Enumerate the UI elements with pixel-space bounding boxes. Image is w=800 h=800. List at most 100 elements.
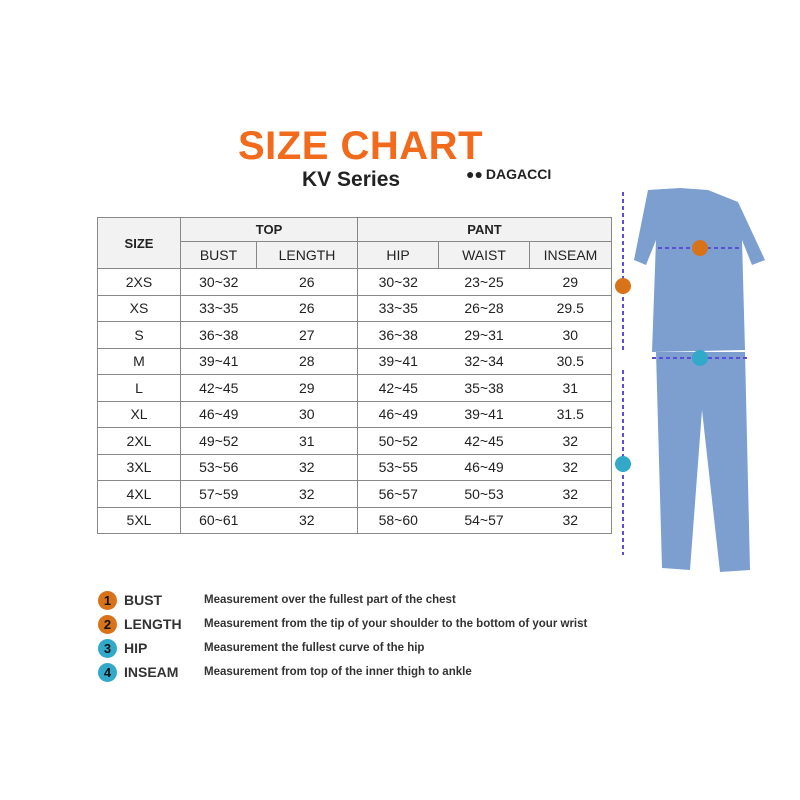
size-header: SIZE: [97, 217, 181, 269]
table-cell: 32: [256, 506, 358, 534]
scrubs-top-shape: [634, 188, 765, 352]
brand-logo-icon: ●●: [466, 166, 483, 182]
table-row: 2XL 49~52 31 50~52 42~45 32: [97, 427, 612, 455]
table-cell: 23~25: [438, 268, 530, 296]
table-cell: 46~49: [180, 400, 257, 428]
table-cell: 33~35: [357, 294, 439, 322]
page-title: SIZE CHART: [238, 124, 483, 168]
number-badge-icon: 1: [98, 590, 117, 610]
table-cell: 26: [256, 268, 358, 296]
marker-2-icon: [615, 278, 631, 294]
legend-description: Measurement over the fullest part of the…: [204, 594, 456, 606]
table-cell: 36~38: [180, 321, 257, 349]
table-cell: 60~61: [180, 506, 257, 534]
table-cell: 30: [256, 400, 358, 428]
measurement-legend: 1 BUST Measurement over the fullest part o…: [98, 588, 587, 684]
number-badge-icon: 3: [98, 638, 117, 658]
top-header: TOP: [180, 217, 358, 242]
col-length: LENGTH: [256, 241, 358, 269]
legend-item: 4 INSEAM Measurement from top of the inner…: [98, 660, 587, 684]
table-cell: 46~49: [438, 453, 530, 481]
table-cell: 33~35: [180, 294, 257, 322]
col-waist: WAIST: [438, 241, 530, 269]
legend-label: LENGTH: [124, 616, 182, 632]
table-cell: 32: [529, 506, 612, 534]
legend-description: Measurement the fullest curve of the hip: [204, 642, 425, 654]
marker-3-icon: [692, 350, 708, 366]
scrubs-figure: [615, 188, 765, 572]
table-cell: 32: [256, 453, 358, 481]
table-cell: 53~56: [180, 453, 257, 481]
pant-header: PANT: [357, 217, 612, 242]
marker-1-icon: [692, 240, 708, 256]
table-cell: 39~41: [357, 347, 439, 375]
table-cell: 31.5: [529, 400, 612, 428]
table-row: XL 46~49 30 46~49 39~41 31.5: [97, 400, 612, 428]
table-cell: 39~41: [180, 347, 257, 375]
table-cell: 32: [529, 427, 612, 455]
table-cell: 29: [256, 374, 358, 402]
legend-label: INSEAM: [124, 664, 179, 680]
series-subtitle: KV Series: [302, 168, 401, 191]
number-badge-icon: 4: [98, 662, 117, 682]
marker-4-icon: [615, 456, 631, 472]
table-row: 5XL 60~61 32 58~60 54~57 32: [97, 506, 612, 534]
table-cell: 27: [256, 321, 358, 349]
table-cell: XS: [97, 294, 181, 322]
table-cell: 56~57: [357, 480, 439, 508]
table-cell: 29.5: [529, 294, 612, 322]
table-cell: 57~59: [180, 480, 257, 508]
brand-logo: ●● DAGACCI: [466, 166, 552, 182]
number-badge-icon: 2: [98, 614, 117, 634]
legend-description: Measurement from the tip of your shoulde…: [204, 618, 588, 630]
table-cell: S: [97, 321, 181, 349]
table-cell: 54~57: [438, 506, 530, 534]
table-cell: 30~32: [180, 268, 257, 296]
table-row: 4XL 57~59 32 56~57 50~53 32: [97, 480, 612, 508]
table-row: M 39~41 28 39~41 32~34 30.5: [97, 347, 612, 375]
table-cell: 39~41: [438, 400, 530, 428]
table-cell: 36~38: [357, 321, 439, 349]
table-cell: 42~45: [438, 427, 530, 455]
col-hip: HIP: [357, 241, 439, 269]
table-cell: 30~32: [357, 268, 439, 296]
table-cell: 53~55: [357, 453, 439, 481]
legend-item: 3 HIP Measurement the fullest curve of the…: [98, 636, 587, 660]
table-cell: 2XS: [97, 268, 181, 296]
col-bust: BUST: [180, 241, 257, 269]
table-cell: 42~45: [180, 374, 257, 402]
legend-label: BUST: [124, 592, 163, 608]
table-cell: 3XL: [97, 453, 181, 481]
table-cell: 29~31: [438, 321, 530, 349]
table-cell: 46~49: [357, 400, 439, 428]
table-row: S 36~38 27 36~38 29~31 30: [97, 321, 612, 349]
table-cell: 31: [256, 427, 358, 455]
table-cell: 42~45: [357, 374, 439, 402]
table-row: XS 33~35 26 33~35 26~28 29.5: [97, 294, 612, 322]
table-cell: 26: [256, 294, 358, 322]
legend-item: 2 LENGTH Measurement from the tip of your …: [98, 612, 587, 636]
table-cell: 26~28: [438, 294, 530, 322]
col-inseam: INSEAM: [529, 241, 612, 269]
table-cell: 32~34: [438, 347, 530, 375]
legend-label: HIP: [124, 640, 148, 656]
table-row: 3XL 53~56 32 53~55 46~49 32: [97, 453, 612, 481]
table-cell: XL: [97, 400, 181, 428]
table-cell: L: [97, 374, 181, 402]
table-cell: M: [97, 347, 181, 375]
legend-description: Measurement from top of the inner thigh …: [204, 666, 472, 678]
scrubs-pants-shape: [656, 352, 750, 572]
table-row: 2XS 30~32 26 30~32 23~25 29: [97, 268, 612, 296]
table-cell: 49~52: [180, 427, 257, 455]
table-cell: 5XL: [97, 506, 181, 534]
table-cell: 30.5: [529, 347, 612, 375]
table-cell: 58~60: [357, 506, 439, 534]
legend-item: 1 BUST Measurement over the fullest part o…: [98, 588, 587, 612]
table-cell: 32: [256, 480, 358, 508]
table-cell: 28: [256, 347, 358, 375]
table-cell: 32: [529, 480, 612, 508]
size-table: SIZE TOP PANT BUST LENGTH HIP WAIST INSE…: [97, 217, 612, 534]
table-row: L 42~45 29 42~45 35~38 31: [97, 374, 612, 402]
table-cell: 4XL: [97, 480, 181, 508]
table-cell: 35~38: [438, 374, 530, 402]
